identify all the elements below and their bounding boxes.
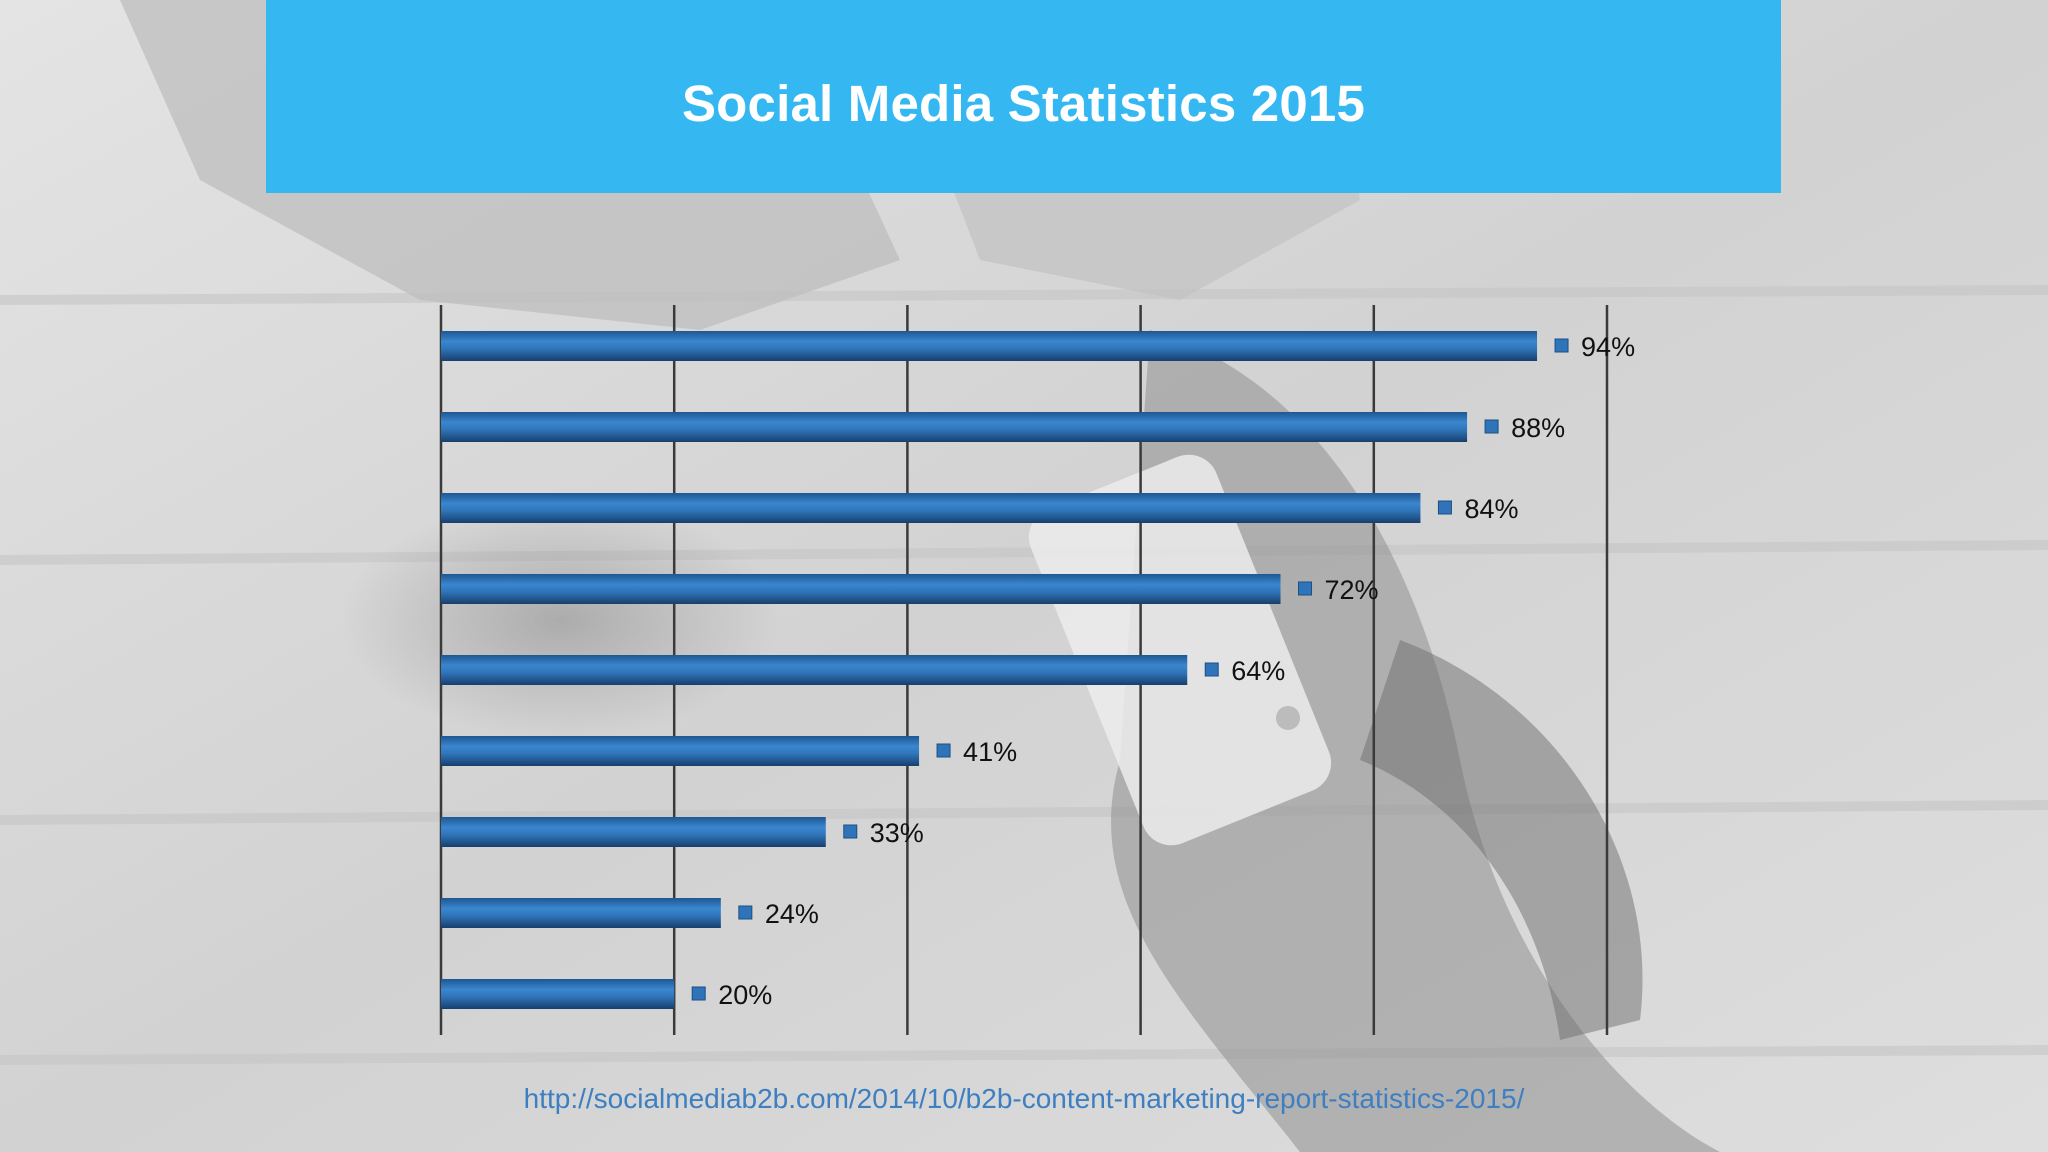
legend-key-marker (1484, 419, 1499, 434)
data-label: 41% (963, 737, 1017, 767)
data-label: 84% (1464, 494, 1518, 524)
bar (441, 493, 1421, 523)
legend-key-marker (1437, 500, 1452, 515)
legend-key-marker (738, 905, 753, 920)
bar (441, 655, 1188, 685)
data-label: 88% (1511, 413, 1565, 443)
data-label: 20% (718, 980, 772, 1010)
data-label: 72% (1325, 575, 1379, 605)
bar (441, 979, 675, 1009)
legend-key-marker (691, 986, 706, 1001)
title-banner: Social Media Statistics 2015 (266, 0, 1781, 193)
legend-key-marker (843, 824, 858, 839)
legend-key-marker (1204, 662, 1219, 677)
data-label: 64% (1231, 656, 1285, 686)
bar (441, 898, 721, 928)
bar (441, 736, 920, 766)
bar (441, 817, 826, 847)
data-labels: 94% 88% 84% 72% 64% 41% 33% 24% 20% (691, 332, 1635, 1010)
source-link[interactable]: http://socialmediab2b.com/2014/10/b2b-co… (523, 1083, 1525, 1114)
data-label: 94% (1581, 332, 1635, 362)
data-label: 33% (870, 818, 924, 848)
bar (441, 331, 1538, 361)
bars (441, 331, 1538, 1009)
legend-key-marker (1554, 338, 1569, 353)
legend-key-marker (1298, 581, 1313, 596)
legend-key-marker (936, 743, 951, 758)
bar (441, 574, 1281, 604)
data-label: 24% (765, 899, 819, 929)
bar (441, 412, 1468, 442)
slide-title: Social Media Statistics 2015 (681, 75, 1366, 132)
